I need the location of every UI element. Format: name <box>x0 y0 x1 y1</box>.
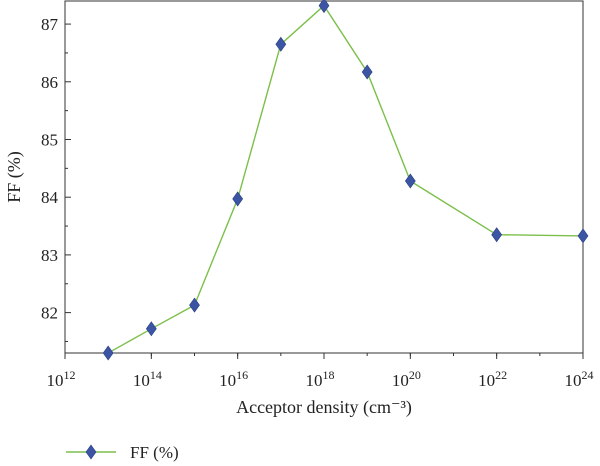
x-tick-label: 1020 <box>392 368 421 390</box>
y-tick-label: 83 <box>41 246 58 265</box>
data-point-marker <box>232 191 244 207</box>
data-point-marker <box>275 36 287 52</box>
data-point-marker <box>102 345 114 361</box>
legend-marker-diamond <box>85 444 97 460</box>
y-axis-title: FF (%) <box>4 151 25 203</box>
data-point-marker <box>145 321 157 337</box>
data-point-marker <box>361 64 373 80</box>
y-tick-label: 84 <box>41 188 59 207</box>
data-point-marker <box>189 297 200 313</box>
data-point-marker <box>318 0 330 14</box>
x-tick-label: 1024 <box>565 368 594 390</box>
data-point-marker <box>404 173 416 189</box>
series-markers <box>102 0 589 361</box>
plot-frame <box>64 0 584 354</box>
y-tick-label: 85 <box>41 130 58 149</box>
x-axis-title: Acceptor density (cm⁻³) <box>236 397 412 418</box>
data-point-marker <box>577 228 589 244</box>
x-tick-label: 1012 <box>47 368 76 390</box>
x-tick-label: 1022 <box>478 368 507 390</box>
y-tick-label: 86 <box>41 73 58 92</box>
legend: FF (%) <box>66 443 179 462</box>
x-axis-ticks: 1012 1014 1016 1018 1020 1022 1024 <box>47 353 594 390</box>
y-tick-label: 87 <box>41 15 59 34</box>
x-tick-label: 1014 <box>133 368 162 390</box>
x-tick-label: 1018 <box>306 368 335 390</box>
y-tick-label: 82 <box>41 304 58 323</box>
legend-label: FF (%) <box>130 443 179 462</box>
y-axis-ticks: 82 83 84 85 86 87 <box>41 15 71 342</box>
data-point-marker <box>491 227 503 243</box>
x-tick-label: 1016 <box>219 368 248 390</box>
series-line-ff <box>107 4 584 354</box>
